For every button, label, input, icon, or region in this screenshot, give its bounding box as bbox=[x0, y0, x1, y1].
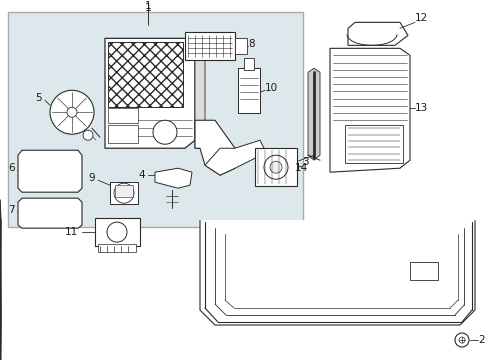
Polygon shape bbox=[155, 168, 192, 188]
Circle shape bbox=[83, 130, 93, 140]
Text: 3: 3 bbox=[302, 157, 309, 167]
Text: 8: 8 bbox=[248, 39, 255, 49]
Bar bbox=[410, 262, 438, 280]
Bar bbox=[108, 125, 138, 143]
Bar bbox=[345, 125, 403, 163]
Circle shape bbox=[264, 155, 288, 179]
Text: 5: 5 bbox=[35, 93, 42, 103]
Bar bbox=[255, 148, 297, 186]
Polygon shape bbox=[195, 38, 205, 148]
Text: 1: 1 bbox=[145, 1, 151, 12]
Bar bbox=[115, 185, 133, 197]
Polygon shape bbox=[205, 140, 265, 175]
Circle shape bbox=[50, 90, 94, 134]
Polygon shape bbox=[200, 220, 475, 325]
Bar bbox=[8, 12, 303, 227]
Text: 12: 12 bbox=[415, 13, 428, 23]
Text: 4: 4 bbox=[138, 170, 145, 180]
Polygon shape bbox=[18, 198, 82, 228]
Polygon shape bbox=[195, 120, 235, 175]
Text: 14: 14 bbox=[295, 163, 308, 173]
Bar bbox=[235, 38, 247, 54]
Text: 1: 1 bbox=[145, 3, 151, 13]
Text: 2: 2 bbox=[478, 335, 485, 345]
Text: 11: 11 bbox=[65, 227, 78, 237]
Bar bbox=[244, 58, 254, 70]
Bar bbox=[108, 42, 183, 107]
Text: 10: 10 bbox=[265, 83, 278, 93]
Circle shape bbox=[153, 120, 177, 144]
Polygon shape bbox=[105, 38, 195, 148]
Circle shape bbox=[107, 222, 127, 242]
Polygon shape bbox=[330, 48, 410, 172]
Bar bbox=[238, 68, 260, 113]
Circle shape bbox=[459, 337, 465, 343]
Bar bbox=[95, 218, 140, 246]
Circle shape bbox=[455, 333, 469, 347]
Text: 7: 7 bbox=[8, 205, 15, 215]
Bar bbox=[185, 32, 235, 60]
Polygon shape bbox=[348, 22, 408, 45]
Text: 9: 9 bbox=[88, 173, 95, 183]
Polygon shape bbox=[308, 68, 320, 160]
Polygon shape bbox=[18, 150, 82, 192]
Circle shape bbox=[114, 183, 134, 203]
Bar bbox=[108, 108, 138, 123]
Text: 13: 13 bbox=[415, 103, 428, 113]
Circle shape bbox=[67, 107, 77, 117]
Bar bbox=[110, 182, 138, 204]
Bar bbox=[98, 244, 136, 252]
Text: 6: 6 bbox=[8, 163, 15, 173]
Circle shape bbox=[270, 161, 282, 173]
